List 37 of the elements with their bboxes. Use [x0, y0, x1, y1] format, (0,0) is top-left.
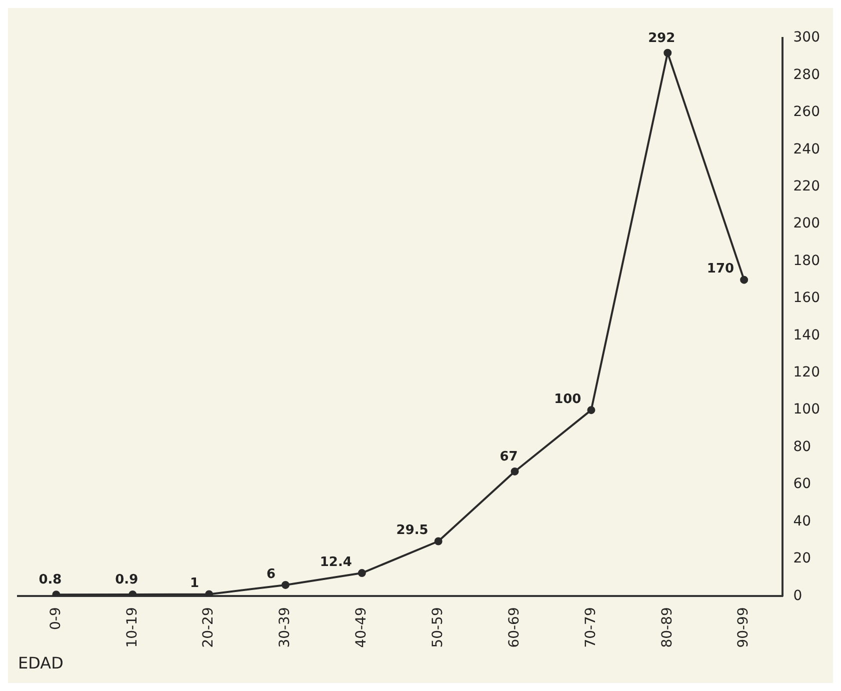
- data-label: 170: [706, 262, 734, 277]
- data-label: 0.9: [115, 572, 138, 588]
- data-label: 292: [648, 30, 676, 46]
- x-tick-label: 70-79: [582, 607, 599, 648]
- x-tick-label: 90-99: [736, 607, 752, 648]
- y-tick-label: 100: [793, 402, 820, 418]
- data-label: 29.5: [396, 523, 428, 538]
- data-label: 0.8: [38, 572, 62, 588]
- y-tick-label: 200: [793, 216, 820, 232]
- data-label: 100: [554, 392, 582, 407]
- y-tick-label: 260: [793, 104, 820, 120]
- y-tick-label: 300: [793, 30, 820, 46]
- x-tick-label: 80-89: [659, 607, 676, 648]
- x-axis-title: EDAD: [18, 654, 64, 673]
- data-label: 67: [500, 449, 518, 464]
- y-tick-label: 80: [793, 438, 812, 455]
- y-tick-label: 40: [793, 513, 812, 530]
- y-tick-label: 160: [793, 290, 820, 306]
- data-label: 6: [266, 566, 276, 582]
- x-tick-label: 30-39: [277, 607, 294, 648]
- y-tick-label: 180: [793, 252, 820, 269]
- y-tick-label: 20: [793, 550, 812, 567]
- data-label: 12.4: [320, 554, 352, 570]
- x-tick-label: 60-69: [506, 607, 522, 648]
- y-tick-label: 240: [793, 141, 820, 158]
- x-tick-label: 50-59: [430, 607, 446, 648]
- x-tick-label: 40-49: [354, 607, 370, 648]
- x-tick-label: 10-19: [124, 607, 140, 648]
- x-tick-label: 0-9: [48, 607, 64, 630]
- y-tick-label: 60: [793, 476, 812, 492]
- data-label: 1: [190, 576, 200, 592]
- y-tick-label: 120: [793, 364, 820, 381]
- y-tick-label: 0: [793, 588, 802, 604]
- x-tick-label: 20-29: [200, 607, 217, 648]
- y-tick-label: 280: [793, 66, 820, 83]
- y-tick-label: 220: [793, 178, 820, 194]
- y-tick-label: 140: [793, 327, 820, 344]
